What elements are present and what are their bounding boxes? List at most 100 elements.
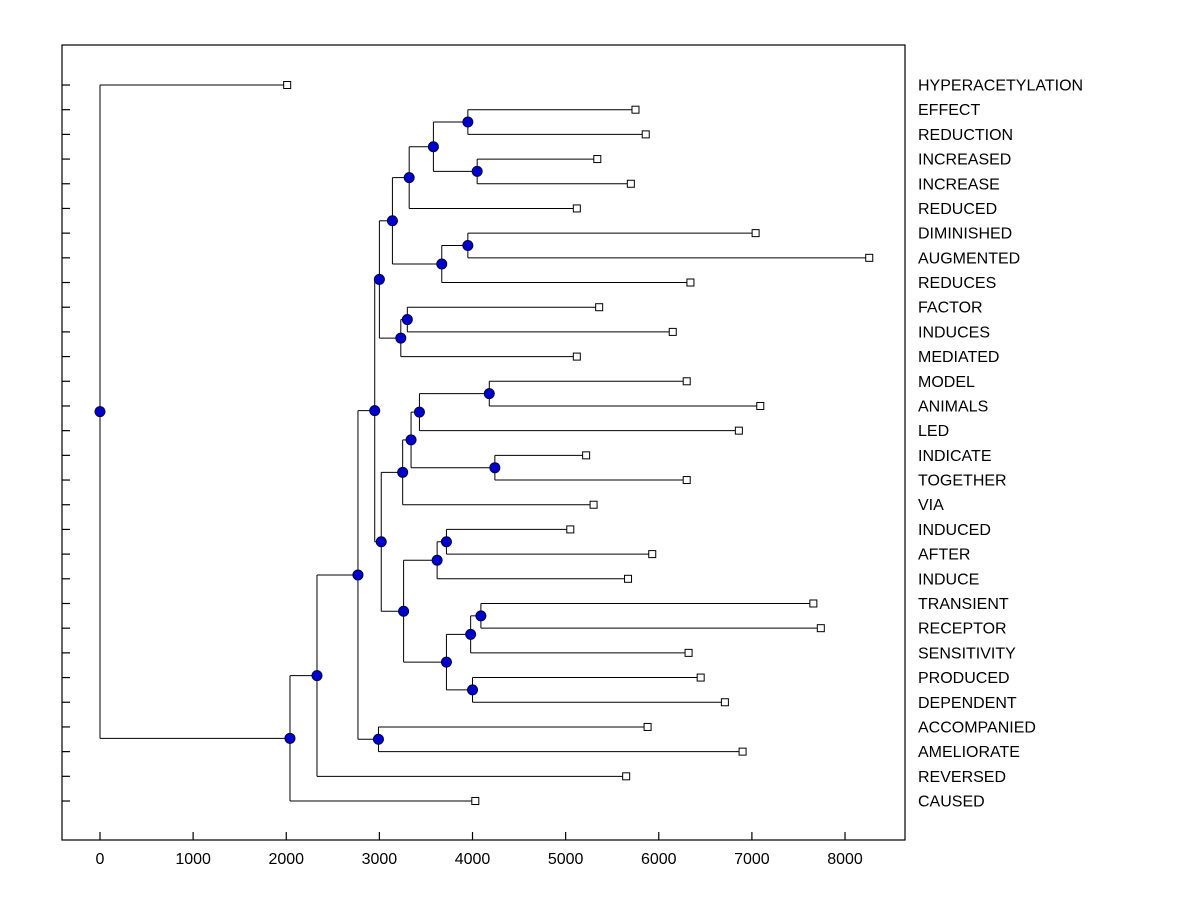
leaf-node-marker (631, 105, 640, 114)
leaf-node-marker (283, 81, 292, 89)
leaf-node-marker (471, 797, 480, 806)
branch-node-marker (403, 172, 415, 184)
leaf-node-marker (595, 303, 604, 312)
leaf-node-marker (684, 648, 693, 657)
x-tick-label: 2000 (268, 851, 304, 868)
leaf-node-marker (720, 698, 729, 707)
branch-node-marker (372, 733, 384, 745)
leaf-node-marker (572, 204, 581, 213)
branch-node-marker (94, 406, 106, 418)
leaf-label: VIA (918, 497, 944, 514)
leaf-label: INCREASE (918, 176, 1000, 193)
branch-node-marker (483, 388, 495, 400)
leaf-node-marker (756, 401, 765, 410)
branch-node-marker (475, 610, 487, 622)
leaf-node-marker (734, 426, 743, 435)
leaf-label: LED (918, 423, 949, 440)
branch-node-marker (398, 605, 410, 617)
leaf-node-marker (865, 253, 874, 262)
leaf-node-marker (682, 377, 691, 386)
leaf-node-marker (624, 574, 633, 583)
branch-node-marker (440, 536, 452, 548)
branch-node-marker (440, 656, 452, 668)
leaf-label: MEDIATED (918, 349, 999, 366)
branch-node-marker (413, 406, 425, 418)
leaf-label: EFFECT (918, 102, 980, 119)
x-tick-label: 8000 (827, 851, 863, 868)
x-tick-label: 7000 (734, 851, 770, 868)
leaf-node-marker (816, 624, 825, 633)
leaf-label: TOGETHER (918, 473, 1007, 490)
leaf-label: INDUCES (918, 324, 990, 341)
leaf-label: ACCOMPANIED (918, 719, 1036, 736)
leaf-label: RECEPTOR (918, 621, 1007, 638)
x-tick-label: 5000 (548, 851, 584, 868)
leaf-node-marker (622, 772, 631, 781)
leaf-label: SENSITIVITY (918, 645, 1016, 662)
leaf-label: HYPERACETYLATION (918, 78, 1083, 95)
leaf-label: AMELIORATE (918, 744, 1020, 761)
leaf-label: CAUSED (918, 794, 985, 811)
x-tick-label: 1000 (175, 851, 211, 868)
leaf-node-marker (809, 599, 818, 608)
branch-node-marker (471, 165, 483, 177)
leaf-label: FACTOR (918, 300, 983, 317)
branch-node-marker (427, 141, 439, 153)
branch-node-marker (311, 670, 323, 682)
branch-node-marker (395, 332, 407, 344)
branch-node-marker (462, 116, 474, 128)
leaf-node-marker (572, 352, 581, 361)
branch-node-marker (401, 314, 413, 326)
plot-border (61, 44, 906, 841)
leaf-node-marker (566, 525, 575, 534)
leaf-node-marker (626, 179, 635, 188)
branch-node-marker (284, 732, 296, 744)
branch-node-marker (397, 466, 409, 478)
leaf-node-marker (738, 747, 747, 756)
leaf-node-marker (686, 278, 695, 287)
branch-node-marker (467, 684, 479, 696)
leaf-node-marker (751, 229, 760, 238)
leaf-node-marker (589, 500, 598, 509)
x-tick-label: 0 (96, 851, 105, 868)
x-tick-label: 3000 (362, 851, 398, 868)
leaf-node-marker (641, 130, 650, 139)
branch-node-marker (489, 462, 501, 474)
leaf-label: REDUCED (918, 201, 997, 218)
leaf-label: AUGMENTED (918, 250, 1020, 267)
leaf-label: PRODUCED (918, 670, 1010, 687)
branch-node-marker (352, 569, 364, 581)
leaf-node-marker (668, 327, 677, 336)
leaf-node-marker (643, 722, 652, 731)
leaf-label: AFTER (918, 547, 970, 564)
x-tick-label: 4000 (455, 851, 491, 868)
branch-node-marker (373, 273, 385, 285)
leaf-label: INDICATE (918, 448, 991, 465)
branch-node-marker (431, 554, 443, 566)
x-tick-label: 6000 (641, 851, 677, 868)
leaf-label: DEPENDENT (918, 695, 1017, 712)
leaf-node-marker (582, 451, 591, 460)
leaf-label: REVERSED (918, 769, 1006, 786)
branch-node-marker (375, 536, 387, 548)
leaf-node-marker (648, 550, 657, 559)
branch-node-marker (462, 239, 474, 251)
leaf-label: REDUCES (918, 275, 996, 292)
leaf-label: MODEL (918, 374, 975, 391)
leaf-label: INCREASED (918, 152, 1011, 169)
leaf-node-marker (682, 476, 691, 485)
leaf-node-marker (593, 155, 602, 164)
leaf-label: INDUCE (918, 571, 979, 588)
leaf-label: REDUCTION (918, 127, 1013, 144)
branch-node-marker (386, 215, 398, 227)
leaf-label: ANIMALS (918, 398, 988, 415)
branch-node-marker (436, 258, 448, 270)
branch-node-marker (369, 405, 381, 417)
leaf-label: TRANSIENT (918, 596, 1009, 613)
branch-node-marker (465, 628, 477, 640)
leaf-label: DIMINISHED (918, 226, 1012, 243)
leaf-node-marker (696, 673, 705, 682)
leaf-label: INDUCED (918, 522, 991, 539)
